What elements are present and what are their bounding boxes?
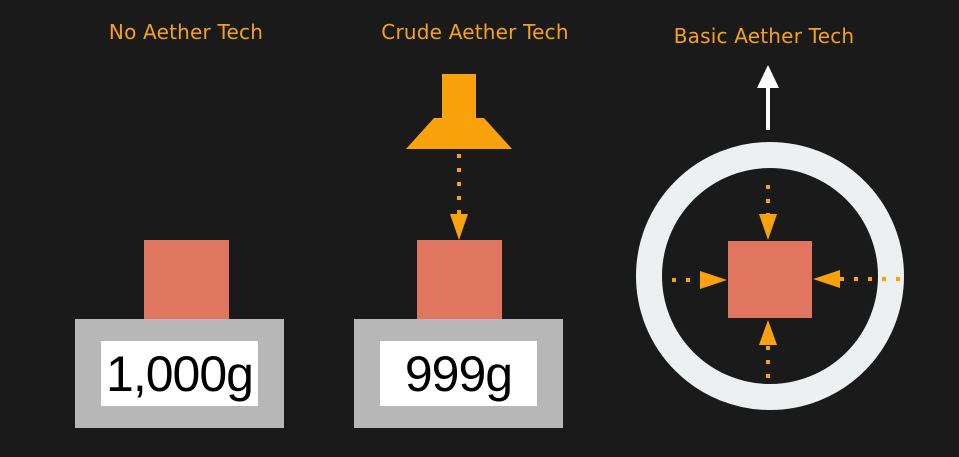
inward-dotted-arrows-icon: [672, 185, 906, 384]
dotted-arrow-down-icon: [450, 154, 468, 240]
panel-title-no-aether: No Aether Tech: [108, 20, 264, 44]
weight-block-1: [144, 240, 229, 319]
up-arrow-icon: [757, 65, 779, 130]
ring-icon: [636, 142, 904, 410]
weight-block-3: [728, 241, 812, 318]
scale-reading-2: 999g: [380, 341, 537, 406]
panel-title-basic-aether: Basic Aether Tech: [673, 24, 855, 48]
scale-reading-1: 1,000g: [101, 341, 258, 406]
panel-title-crude-aether: Crude Aether Tech: [381, 20, 569, 44]
weight-block-2: [417, 240, 502, 319]
lamp-emitter-icon: [406, 74, 512, 149]
